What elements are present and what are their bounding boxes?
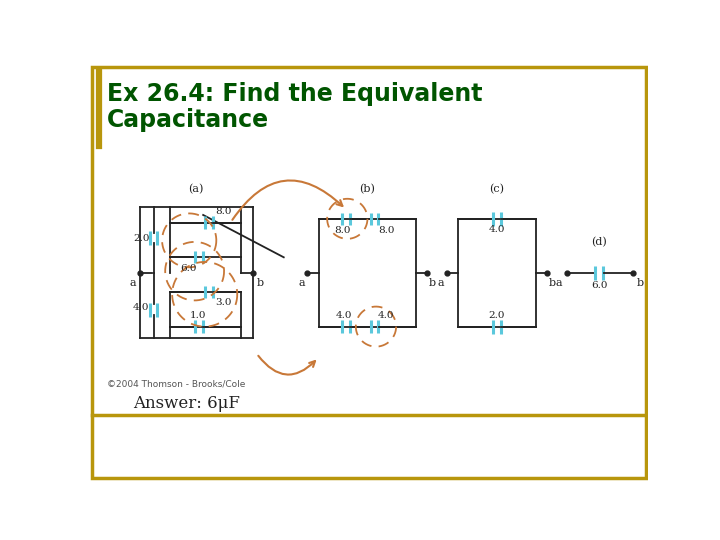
Text: 4.0: 4.0 <box>378 310 395 320</box>
Text: a: a <box>298 279 305 288</box>
Text: b: b <box>549 279 557 288</box>
Text: (a): (a) <box>189 184 204 195</box>
Text: 2.0: 2.0 <box>489 312 505 320</box>
Text: 4.0: 4.0 <box>336 310 353 320</box>
Text: (b): (b) <box>359 184 374 195</box>
Text: 3.0: 3.0 <box>215 298 232 307</box>
Text: Answer: 6μF: Answer: 6μF <box>132 395 240 412</box>
Text: b: b <box>429 279 436 288</box>
Text: ©2004 Thomson - Brooks/Cole: ©2004 Thomson - Brooks/Cole <box>107 380 246 389</box>
Text: a: a <box>130 279 136 288</box>
Text: 8.0: 8.0 <box>215 207 232 217</box>
Text: 1.0: 1.0 <box>189 312 206 320</box>
Text: b: b <box>636 279 644 288</box>
Text: 2.0: 2.0 <box>133 233 150 242</box>
Text: 8.0: 8.0 <box>334 226 351 235</box>
Text: Ex 26.4: Find the Equivalent: Ex 26.4: Find the Equivalent <box>107 82 482 106</box>
Text: 6.0: 6.0 <box>180 264 197 273</box>
Text: a: a <box>556 279 562 288</box>
Text: b: b <box>257 279 264 288</box>
Text: 4.0: 4.0 <box>489 225 505 234</box>
Text: 8.0: 8.0 <box>378 226 395 235</box>
Text: Capacitance: Capacitance <box>107 108 269 132</box>
Text: (d): (d) <box>591 237 607 247</box>
Text: (c): (c) <box>490 184 505 195</box>
Text: 6.0: 6.0 <box>591 281 608 291</box>
Text: 4.0: 4.0 <box>133 303 150 312</box>
Text: a: a <box>438 279 444 288</box>
